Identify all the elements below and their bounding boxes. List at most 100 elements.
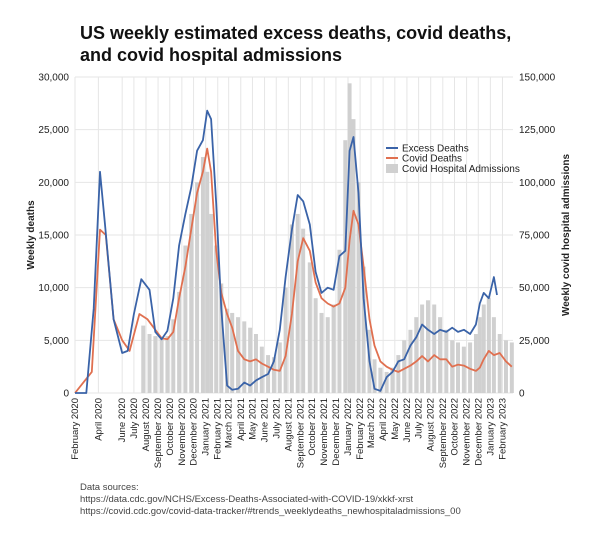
y-tick-right: 25,000 bbox=[519, 336, 550, 347]
y-tick-left: 0 bbox=[63, 389, 69, 400]
x-tick-label: September 2022 bbox=[438, 398, 449, 468]
x-tick-label: May 2021 bbox=[247, 398, 258, 440]
hospital-bar bbox=[468, 342, 473, 393]
x-tick-label: May 2022 bbox=[390, 398, 401, 440]
x-tick-label: October 2021 bbox=[307, 398, 318, 456]
hospital-bar bbox=[277, 342, 282, 393]
hospital-bar bbox=[307, 262, 312, 393]
x-tick-label: February 2020 bbox=[70, 398, 81, 460]
hospital-bar bbox=[396, 355, 401, 393]
hospital-bar bbox=[343, 140, 348, 393]
y-tick-left: 20,000 bbox=[38, 178, 69, 189]
hospital-bar bbox=[253, 334, 258, 393]
hospital-bar bbox=[438, 317, 443, 393]
hospital-bar bbox=[147, 334, 152, 393]
y-tick-left: 15,000 bbox=[38, 231, 69, 242]
sources-heading: Data sources: bbox=[80, 482, 139, 493]
hospital-bar bbox=[271, 357, 276, 393]
hospital-bar bbox=[361, 266, 366, 393]
source-link-excess-deaths[interactable]: https://data.cdc.gov/NCHS/Excess-Deaths-… bbox=[80, 494, 414, 505]
hospital-bar bbox=[461, 346, 466, 393]
hospital-bar bbox=[390, 367, 395, 393]
hospital-bar bbox=[473, 334, 478, 393]
legend-label-hospital: Covid Hospital Admissions bbox=[402, 164, 520, 175]
x-tick-label: June 2020 bbox=[117, 398, 128, 442]
x-tick-label: December 2021 bbox=[331, 398, 342, 466]
source-link-covid-tracker[interactable]: https://covid.cdc.gov/covid-data-tracker… bbox=[80, 506, 461, 517]
covid-deaths-line bbox=[74, 147, 513, 394]
hospital-bar bbox=[325, 317, 330, 393]
death-lines bbox=[74, 109, 513, 394]
hospital-bar bbox=[414, 317, 419, 393]
hospital-bar bbox=[420, 304, 425, 393]
axes: 0 0 5,000 25,000 10,000 50,000 15,000 75,000 20,… bbox=[38, 73, 555, 469]
y-tick-right: 100,000 bbox=[519, 178, 556, 189]
y-tick-left: 25,000 bbox=[38, 125, 69, 136]
x-tick-label: August 2021 bbox=[283, 398, 294, 451]
x-tick-label: December 2020 bbox=[189, 398, 200, 466]
hospital-bar bbox=[378, 367, 383, 393]
hospital-bar bbox=[205, 171, 210, 393]
x-tick-label: September 2020 bbox=[153, 398, 164, 468]
x-tick-label: April 2020 bbox=[93, 398, 104, 441]
hospital-bar bbox=[509, 342, 514, 393]
x-tick-label: June 2022 bbox=[402, 398, 413, 442]
hospital-bar bbox=[242, 321, 247, 393]
hospital-bar bbox=[195, 182, 200, 393]
hospital-bar bbox=[319, 312, 324, 393]
hospital-bar bbox=[444, 329, 449, 393]
x-tick-label: June 2021 bbox=[260, 398, 271, 442]
x-tick-label: November 2020 bbox=[177, 398, 188, 466]
hospital-bar bbox=[283, 287, 288, 393]
x-tick-label: August 2020 bbox=[141, 398, 152, 451]
x-tick-label: January 2021 bbox=[201, 398, 212, 456]
hospital-bar bbox=[486, 298, 491, 393]
hospital-bar bbox=[183, 245, 188, 393]
x-tick-label: January 2023 bbox=[485, 398, 496, 456]
y-tick-left: 5,000 bbox=[44, 336, 69, 347]
y-tick-right: 50,000 bbox=[519, 283, 550, 294]
data-sources: Data sources: https://data.cdc.gov/NCHS/… bbox=[80, 482, 590, 518]
legend-label-excess: Excess Deaths bbox=[402, 144, 469, 155]
chart-title-line-2: and covid hospital admissions bbox=[80, 45, 343, 65]
hospital-bar bbox=[402, 340, 407, 393]
hospital-bar bbox=[165, 336, 170, 393]
hospital-bar bbox=[432, 304, 437, 393]
hospital-bar bbox=[497, 334, 502, 393]
x-tick-label: November 2021 bbox=[319, 398, 330, 466]
excess-deaths-line bbox=[75, 109, 498, 394]
hospital-bar bbox=[248, 327, 253, 393]
chart-title-line-1: US weekly estimated excess deaths, covid… bbox=[80, 23, 512, 43]
hospital-bar bbox=[177, 291, 182, 393]
x-tick-label: August 2022 bbox=[426, 398, 437, 451]
hospital-bar bbox=[295, 213, 300, 393]
y-tick-right: 150,000 bbox=[519, 73, 556, 84]
hospital-bar bbox=[356, 182, 361, 393]
hospital-bar bbox=[189, 213, 194, 393]
hospital-bar bbox=[141, 325, 146, 393]
hospital-bar bbox=[456, 342, 461, 393]
hospital-bar bbox=[200, 157, 205, 393]
x-tick-label: September 2021 bbox=[295, 398, 306, 468]
x-tick-label: March 2021 bbox=[224, 398, 235, 448]
y-tick-right: 75,000 bbox=[519, 231, 550, 242]
hospital-bar bbox=[481, 304, 486, 393]
hospital-bar bbox=[313, 298, 318, 393]
x-tick-label: October 2020 bbox=[165, 398, 176, 456]
hospital-bar bbox=[331, 304, 336, 393]
x-tick-label: July 2020 bbox=[129, 398, 140, 439]
x-tick-label: January 2022 bbox=[343, 398, 354, 456]
y-tick-left: 10,000 bbox=[38, 283, 69, 294]
x-tick-label: February 2022 bbox=[355, 398, 366, 460]
hospital-bar bbox=[372, 359, 377, 393]
hospital-bar bbox=[351, 119, 356, 393]
hospital-bar bbox=[384, 371, 389, 393]
hospital-bar bbox=[225, 308, 230, 393]
y-tick-right: 125,000 bbox=[519, 125, 556, 136]
hospital-bar bbox=[209, 213, 214, 393]
y-tick-right: 0 bbox=[519, 389, 525, 400]
x-tick-label: February 2021 bbox=[213, 398, 224, 460]
hospital-bar bbox=[337, 249, 342, 393]
x-tick-label: December 2022 bbox=[473, 398, 484, 466]
